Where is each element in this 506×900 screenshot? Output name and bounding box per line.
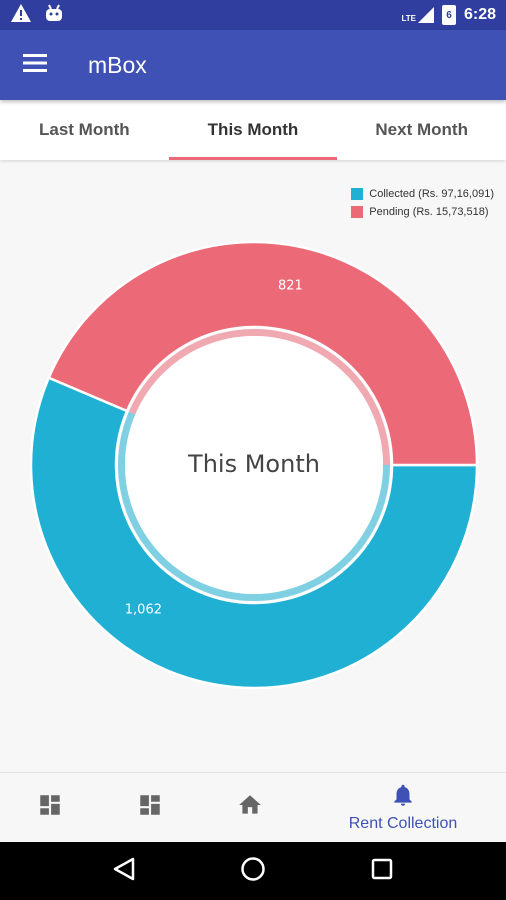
dashboard-icon [37,792,63,823]
tab-this-month[interactable]: This Month [168,100,338,160]
app-title: mBox [88,51,147,78]
chart-center-label: This Month [187,450,320,478]
warning-icon [10,3,32,28]
legend-label-collected: Collected (Rs. 97,16,091) [369,188,494,200]
back-triangle-icon [113,857,135,886]
android-icon [44,4,64,27]
network-type-label: LTE [401,14,416,23]
nav-dashboard-1[interactable] [0,773,100,842]
legend-swatch-collected [351,188,364,200]
donut-slice-pending[interactable] [47,240,479,467]
system-navigation-bar [0,842,506,900]
month-tabs: Last Month This Month Next Month [0,100,506,160]
back-button[interactable] [104,851,144,891]
recents-button[interactable] [362,851,402,891]
donut-chart: This Month 1,062 821 [29,240,479,690]
bell-icon [390,782,416,813]
dashboard-icon [137,792,163,823]
battery-icon: 6 [441,5,456,25]
lte-signal-icon: LTE [401,7,434,23]
slice-label-pending: 821 [278,279,303,294]
status-time: 6:28 [463,6,496,23]
legend-item-collected: Collected (Rs. 97,16,091) [351,188,494,200]
donut-slice-collected[interactable] [29,376,479,690]
legend-item-pending: Pending (Rs. 15,73,518) [351,206,494,218]
donut-center [125,336,383,594]
slice-label-collected: 1,062 [125,603,162,618]
battery-level: 6 [446,9,452,21]
legend-swatch-pending [351,206,364,218]
chart-legend: Collected (Rs. 97,16,091) Pending (Rs. 1… [351,188,494,224]
tab-last-month[interactable]: Last Month [39,120,130,139]
home-circle-icon [240,856,266,887]
hamburger-menu-icon [23,53,47,77]
home-icon [237,792,263,823]
nav-rent-collection[interactable]: Rent Collection [300,773,506,842]
status-bar: LTE 6 6:28 [0,0,506,30]
tab-next-month[interactable]: Next Month [375,120,468,139]
home-button[interactable] [233,851,273,891]
nav-dashboard-2[interactable] [100,773,200,842]
chart-area: Collected (Rs. 97,16,091) Pending (Rs. 1… [0,160,506,772]
app-bar: mBox [0,30,506,100]
nav-label-rent-collection: Rent Collection [348,815,458,832]
bottom-navigation: Rent Collection [0,772,506,842]
nav-home[interactable] [200,773,300,842]
menu-button[interactable] [0,30,70,100]
recents-square-icon [371,858,393,885]
legend-label-pending: Pending (Rs. 15,73,518) [369,206,489,218]
